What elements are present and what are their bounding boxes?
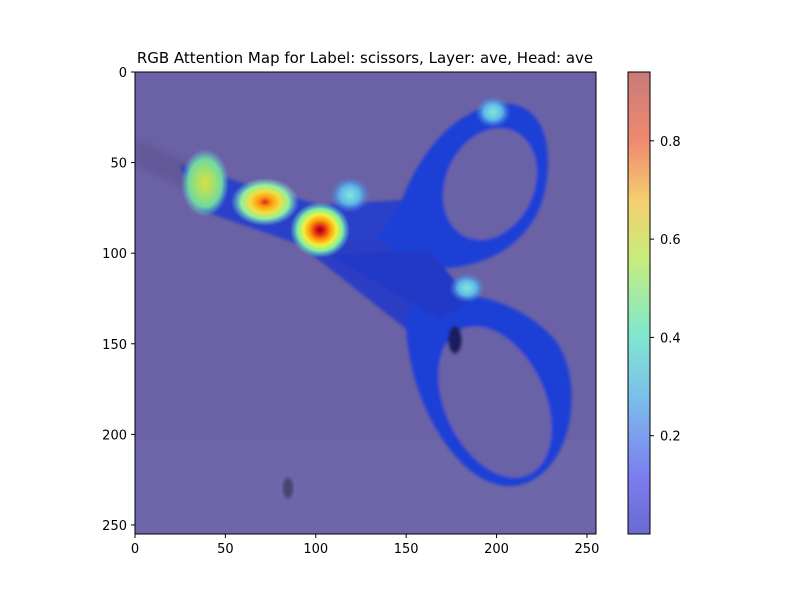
hotspot-blade-mid: [231, 178, 299, 226]
colorbar-tick-label: 0.4: [660, 331, 681, 346]
y-tick-label: 100: [102, 247, 127, 262]
plot-frame: [134, 71, 597, 535]
y-tick-label: 0: [119, 66, 127, 81]
y-tick-label: 200: [102, 428, 127, 443]
x-tick-label: 0: [131, 542, 139, 557]
colorbar-tick-label: 0.2: [660, 430, 681, 445]
y-tick-label: 250: [102, 519, 127, 534]
y-axis: 0 50 100 150 200 250: [102, 66, 135, 534]
x-tick-label: 200: [484, 542, 509, 557]
scissors-shape: [180, 103, 572, 487]
hotspot-pivot-upper: [330, 177, 370, 213]
x-tick-label: 100: [303, 542, 328, 557]
hotspot-blade-tip: [181, 149, 229, 217]
colorbar-tick-label: 0.6: [660, 233, 681, 248]
colorbar-axis: 0.2 0.4 0.6 0.8: [650, 135, 681, 445]
x-axis: 0 50 100 150 200 250: [131, 534, 600, 557]
hotspot-top-handle: [475, 96, 511, 128]
hotspot-pivot: [290, 202, 350, 258]
attention-hotspots: [181, 96, 511, 303]
y-tick-label: 50: [110, 157, 127, 172]
attention-image: [135, 72, 596, 534]
y-tick-label: 150: [102, 338, 127, 353]
figure-title: RGB Attention Map for Label: scissors, L…: [136, 49, 594, 67]
x-tick-label: 50: [217, 542, 234, 557]
hotspot-lower-handle: [449, 273, 485, 303]
colorbar-tick-label: 0.8: [660, 135, 681, 150]
colorbar: [627, 71, 651, 535]
x-tick-label: 150: [394, 542, 419, 557]
x-tick-label: 250: [575, 542, 600, 557]
